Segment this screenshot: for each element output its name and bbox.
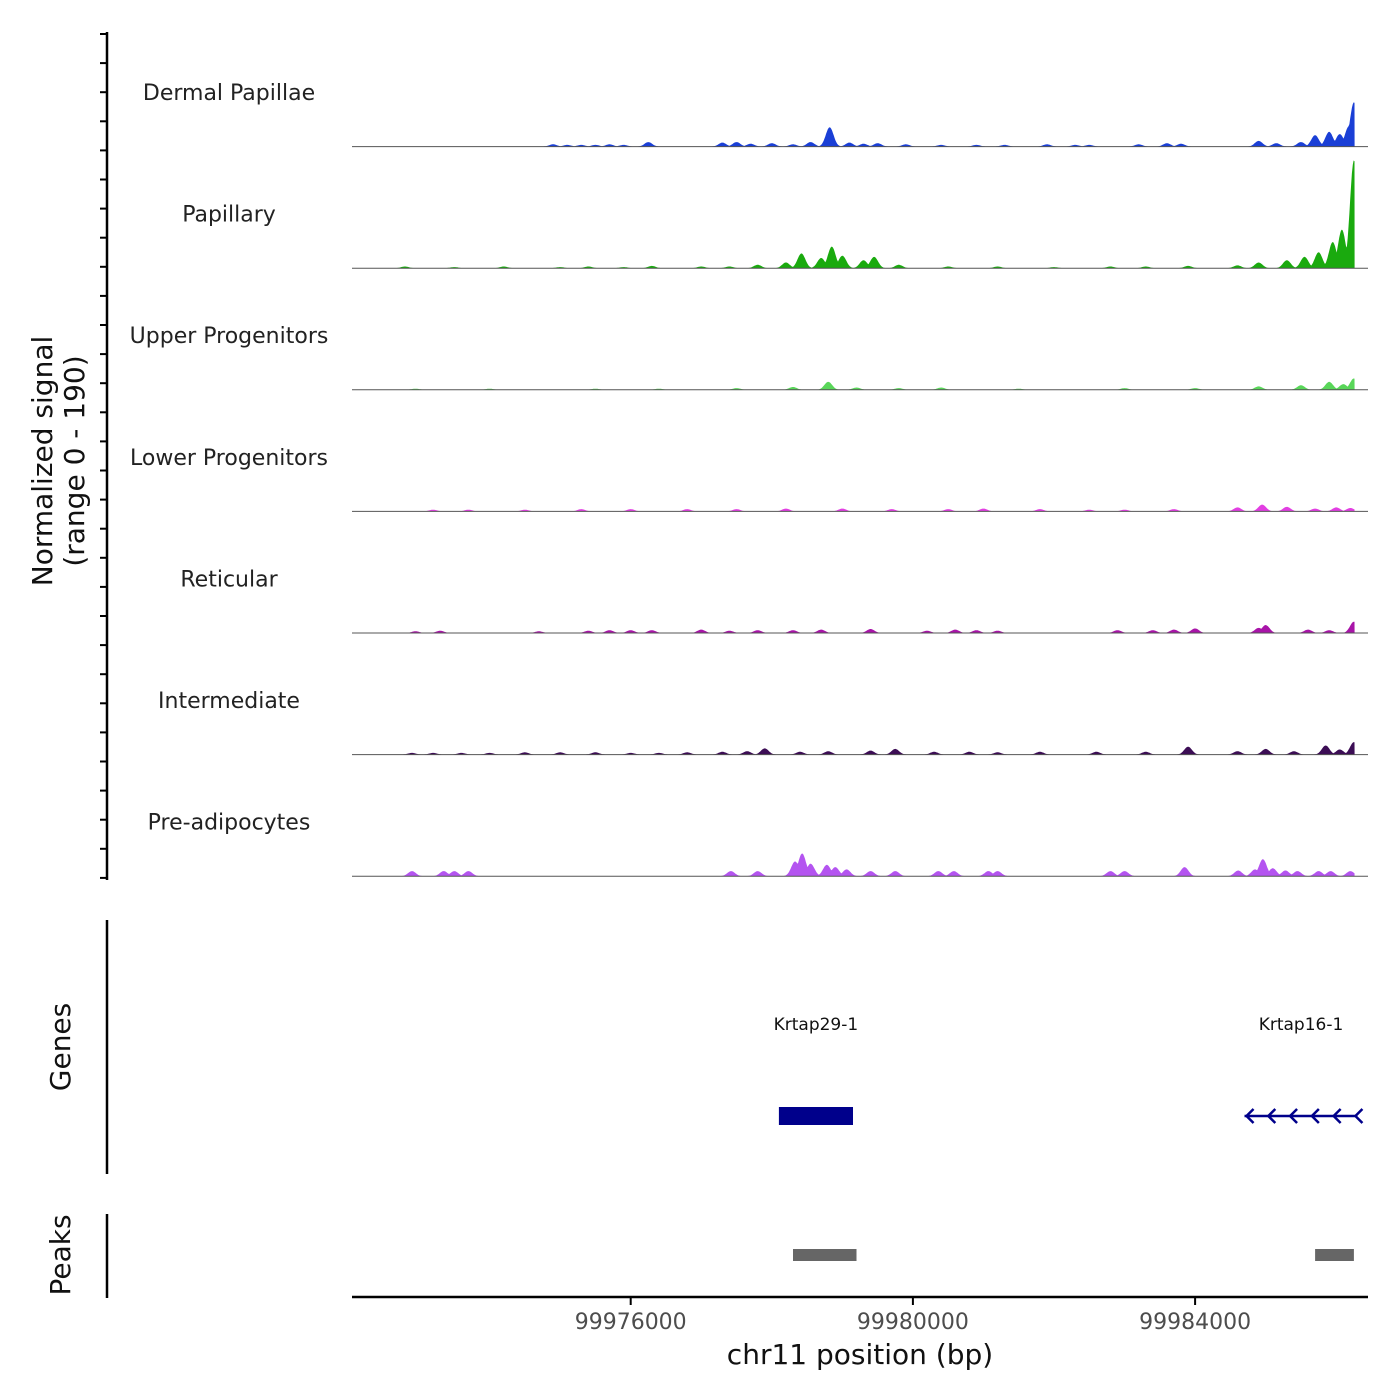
track-label: Upper Progenitors [130, 324, 329, 349]
x-axis: 99976000 99980000 99984000 chr11 position … [352, 1295, 1368, 1371]
signal-area [352, 378, 1355, 390]
strand-arrow [1310, 1108, 1320, 1124]
x-tick-label: 99976000 [575, 1310, 687, 1335]
x-axis-ticks: 99976000 99980000 99984000 [575, 1297, 1251, 1335]
gene-label: Krtap16-1 [1259, 1015, 1344, 1035]
gene-body [778, 1107, 853, 1125]
track-label: Dermal Papillae [143, 81, 315, 106]
track-label: Papillary [182, 203, 276, 228]
strand-arrow [1266, 1108, 1277, 1124]
signal-area [352, 504, 1355, 512]
genes-panel: Genes Krtap29-1 Krtap16-1 [44, 920, 1364, 1174]
track-intermediate: Intermediate [158, 689, 1368, 756]
signal-area [352, 621, 1355, 633]
track-papillary: Papillary [182, 160, 1368, 269]
gene-label: Krtap29-1 [774, 1015, 859, 1035]
signal-area [352, 853, 1355, 877]
track-label: Lower Progenitors [130, 446, 328, 471]
strand-arrow [1244, 1108, 1255, 1124]
track-dermal-papillae: Dermal Papillae [143, 81, 1368, 148]
y-axis-title: Normalized signal (range 0 - 190) [26, 336, 91, 587]
signal-area [352, 742, 1355, 755]
strand-arrow [1331, 1108, 1342, 1124]
y-axis-title-line-1: Normalized signal [26, 336, 59, 587]
track-lower-progenitors: Lower Progenitors [130, 446, 1368, 512]
peaks-panel-label: Peaks [44, 1214, 77, 1295]
signal-area [352, 102, 1355, 147]
signal-area [352, 160, 1355, 269]
track-label: Pre-adipocytes [148, 811, 311, 836]
x-tick-label: 99980000 [857, 1310, 969, 1335]
track-pre-adipocytes: Pre-adipocytes [148, 811, 1368, 877]
x-axis-title: chr11 position (bp) [727, 1338, 993, 1371]
genes-panel-label: Genes [44, 1003, 77, 1091]
track-label: Intermediate [158, 689, 300, 714]
peak-region [1315, 1249, 1354, 1261]
track-reticular: Reticular [180, 567, 1368, 634]
coverage-y-ticks [100, 33, 107, 879]
peaks-panel: Peaks [44, 1214, 1354, 1298]
track-upper-progenitors: Upper Progenitors [130, 324, 1368, 391]
track-label: Reticular [180, 567, 278, 592]
peak-region [793, 1249, 857, 1261]
coverage-tracks: Dermal Papillae Papillary Upper Progenitor… [130, 81, 1368, 877]
peak-regions [793, 1249, 1354, 1261]
strand-arrow [1353, 1108, 1364, 1124]
gene-krtap29-1: Krtap29-1 [774, 1015, 859, 1125]
x-tick-label: 99984000 [1139, 1310, 1251, 1335]
coverage-y-axis [100, 32, 109, 880]
y-axis-title-line-2: (range 0 - 190) [58, 355, 91, 566]
gene-annotations: Krtap29-1 Krtap16-1 [774, 1015, 1364, 1125]
gene-krtap16-1: Krtap16-1 [1244, 1015, 1364, 1124]
strand-arrow [1288, 1108, 1298, 1124]
